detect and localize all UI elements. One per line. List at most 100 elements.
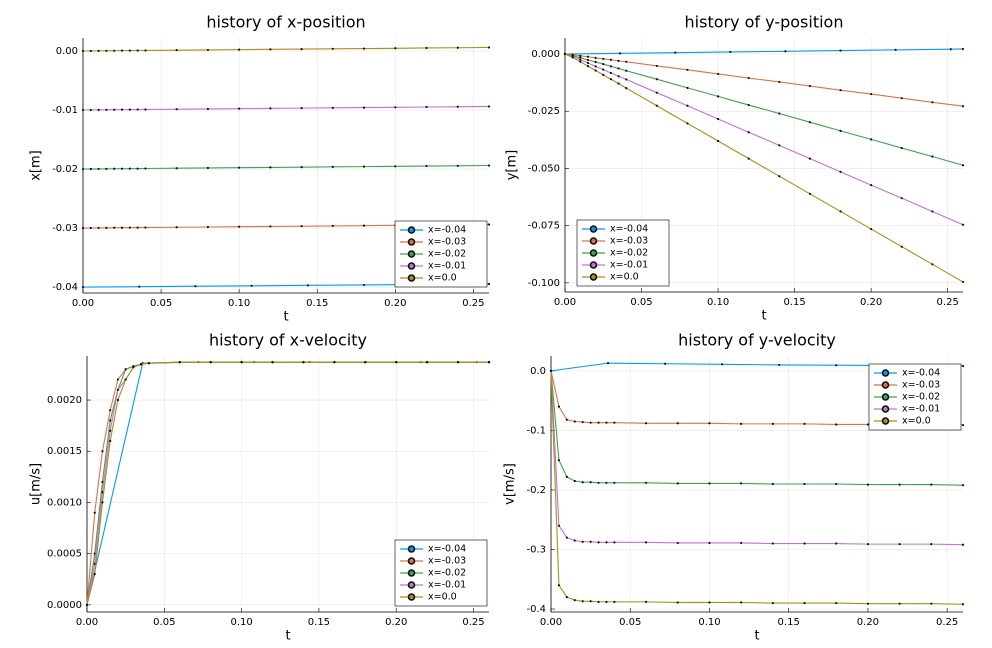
data-point	[116, 398, 120, 402]
legend-label: x=0.0	[428, 592, 457, 603]
data-point	[839, 170, 842, 173]
legend-label: x=-0.01	[428, 261, 466, 272]
data-point	[771, 601, 774, 605]
series-line	[82, 105, 490, 111]
data-point	[839, 210, 842, 213]
data-point	[124, 378, 127, 381]
x-tick-label: 0.25	[937, 297, 959, 308]
data-point	[571, 56, 574, 59]
data-point	[97, 226, 100, 230]
data-point	[900, 245, 903, 248]
data-point	[597, 421, 600, 424]
data-point	[302, 361, 305, 364]
data-point	[771, 542, 774, 545]
legend-label: x=-0.04	[428, 544, 466, 555]
legend-marker	[407, 581, 416, 589]
data-point	[771, 422, 774, 425]
data-point	[425, 46, 428, 50]
legend-marker	[881, 381, 890, 389]
series-line	[82, 164, 490, 170]
data-point	[961, 484, 965, 487]
data-point	[740, 422, 743, 425]
data-point	[144, 226, 147, 229]
data-point	[740, 601, 743, 604]
data-point	[676, 482, 679, 485]
data-point	[778, 175, 781, 178]
legend-marker	[407, 593, 416, 601]
data-point	[961, 47, 965, 51]
data-point	[594, 56, 597, 60]
data-point	[594, 65, 597, 68]
data-point	[961, 223, 965, 226]
data-point	[565, 536, 568, 539]
x-tick-label: 0.10	[230, 617, 252, 628]
x-tick-label: 0.00	[76, 617, 98, 628]
data-point	[617, 82, 620, 85]
data-point	[300, 107, 303, 110]
data-point	[949, 48, 952, 51]
data-point	[644, 422, 648, 425]
legend: x=-0.04x=-0.03x=-0.02x=-0.01x=0.0	[394, 220, 488, 288]
data-point	[930, 483, 933, 486]
data-point	[625, 78, 628, 81]
data-point	[364, 361, 367, 364]
data-point	[105, 226, 108, 229]
y-tick-label: -0.2	[526, 485, 546, 496]
data-point	[609, 78, 613, 81]
data-point	[136, 226, 139, 229]
data-point	[589, 540, 592, 543]
data-point	[716, 72, 720, 76]
data-point	[113, 49, 116, 52]
data-point	[597, 600, 600, 603]
data-point	[740, 482, 743, 485]
data-point	[686, 122, 689, 125]
data-point	[573, 598, 576, 602]
data-point	[866, 602, 870, 605]
data-point	[573, 539, 576, 542]
data-point	[81, 285, 85, 289]
data-point	[456, 105, 459, 108]
data-point	[594, 69, 597, 72]
data-point	[89, 108, 92, 112]
data-point	[839, 49, 842, 52]
data-point	[839, 89, 842, 92]
data-point	[175, 108, 178, 111]
data-point	[573, 420, 576, 423]
x-tick-label: 0.15	[783, 297, 805, 308]
data-point	[589, 481, 592, 484]
legend-label: x=0.0	[610, 272, 639, 283]
data-point	[136, 49, 139, 52]
y-tick-label: 0.0005	[47, 549, 82, 560]
data-point	[898, 483, 901, 486]
data-point	[586, 61, 590, 65]
data-point	[128, 49, 131, 52]
y-tick-label: -0.3	[526, 544, 546, 555]
data-point	[120, 226, 124, 229]
data-point	[708, 541, 711, 545]
data-point	[808, 84, 812, 88]
data-point	[89, 226, 92, 230]
x-tick-label: 0.25	[462, 617, 484, 628]
data-point	[238, 48, 241, 51]
data-point	[306, 284, 309, 287]
data-point	[194, 285, 197, 288]
y-tick-label: -0.04	[52, 282, 78, 293]
legend-label: x=-0.02	[902, 392, 940, 403]
data-point	[175, 226, 178, 229]
data-point	[136, 167, 139, 170]
data-point	[866, 423, 870, 426]
data-point	[101, 480, 104, 484]
data-point	[931, 101, 934, 104]
data-point	[898, 602, 901, 605]
data-point	[81, 108, 85, 112]
data-point	[579, 60, 582, 63]
data-point	[602, 57, 605, 60]
data-point	[606, 362, 610, 365]
series-line	[550, 370, 964, 546]
data-point	[178, 361, 181, 364]
data-point	[425, 105, 428, 109]
data-point	[565, 596, 568, 599]
data-point	[808, 192, 812, 195]
data-point	[300, 225, 303, 228]
series-line	[564, 53, 964, 283]
